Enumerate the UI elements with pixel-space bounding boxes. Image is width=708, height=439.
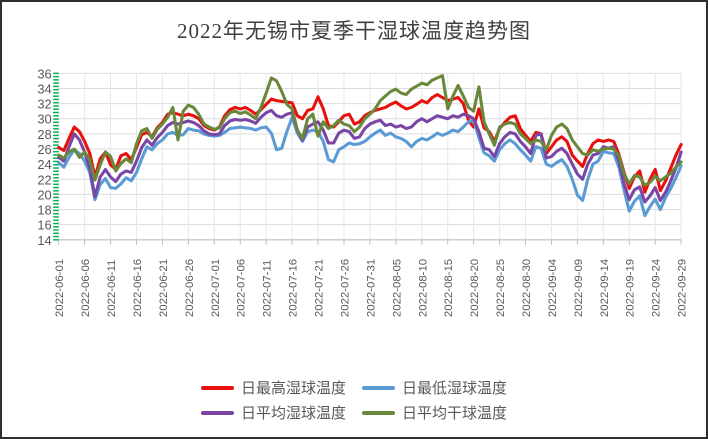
legend-row-2: 日平均湿球温度 日平均干球温度 xyxy=(200,402,507,423)
svg-text:2022-09-14: 2022-09-14 xyxy=(599,258,611,317)
svg-text:2022-07-01: 2022-07-01 xyxy=(210,259,222,317)
svg-text:28: 28 xyxy=(37,127,51,142)
svg-text:20: 20 xyxy=(37,187,51,202)
legend-item-daily-min-wet-bulb: 日最低湿球温度 xyxy=(362,377,507,398)
svg-text:26: 26 xyxy=(37,142,51,157)
legend-key-red-line-icon xyxy=(200,385,234,390)
legend-label-daily-max-wet-bulb: 日最高湿球温度 xyxy=(240,380,346,397)
svg-text:22: 22 xyxy=(37,172,51,187)
svg-text:2022-07-26: 2022-07-26 xyxy=(339,259,351,317)
svg-text:2022-06-11: 2022-06-11 xyxy=(106,260,118,317)
svg-text:2022-09-09: 2022-09-09 xyxy=(573,259,585,317)
svg-text:2022-09-29: 2022-09-29 xyxy=(677,259,689,317)
legend-label-daily-min-wet-bulb: 日最低湿球温度 xyxy=(402,380,508,397)
svg-text:2022-09-24: 2022-09-24 xyxy=(651,258,663,317)
legend-label-daily-avg-wet-bulb: 日平均湿球温度 xyxy=(240,405,346,422)
svg-text:18: 18 xyxy=(37,203,51,218)
svg-text:2022-07-11: 2022-07-11 xyxy=(262,260,274,317)
svg-text:36: 36 xyxy=(37,66,51,81)
legend-item-daily-avg-dry-bulb: 日平均干球温度 xyxy=(362,402,507,423)
svg-text:32: 32 xyxy=(37,97,51,112)
svg-text:2022-06-26: 2022-06-26 xyxy=(184,259,196,317)
svg-text:2022-08-25: 2022-08-25 xyxy=(495,259,507,317)
svg-text:2022-07-31: 2022-07-31 xyxy=(365,259,377,317)
svg-text:2022-08-20: 2022-08-20 xyxy=(469,259,481,317)
svg-text:2022-08-05: 2022-08-05 xyxy=(391,259,403,317)
svg-text:2022-08-15: 2022-08-15 xyxy=(443,259,455,317)
legend-key-blue-line-icon xyxy=(362,385,395,390)
svg-text:2022-08-10: 2022-08-10 xyxy=(417,259,429,317)
chart-title: 2022年无锡市夏季干湿球温度趋势图 xyxy=(177,19,531,43)
legend-key-purple-line-icon xyxy=(200,410,234,415)
svg-text:2022-07-21: 2022-07-21 xyxy=(313,259,325,317)
svg-text:2022-09-04: 2022-09-04 xyxy=(547,258,559,317)
svg-text:2022-07-16: 2022-07-16 xyxy=(288,259,300,317)
svg-text:16: 16 xyxy=(37,218,51,233)
svg-text:34: 34 xyxy=(37,81,51,96)
svg-text:2022-06-01: 2022-06-01 xyxy=(54,259,66,317)
svg-text:24: 24 xyxy=(37,157,51,172)
legend-row-1: 日最高湿球温度 日最低湿球温度 xyxy=(200,377,507,398)
svg-text:14: 14 xyxy=(37,233,51,248)
svg-text:2022-06-06: 2022-06-06 xyxy=(80,259,92,317)
legend-item-daily-max-wet-bulb: 日最高湿球温度 xyxy=(200,377,346,398)
svg-text:30: 30 xyxy=(37,112,51,127)
svg-text:2022-08-30: 2022-08-30 xyxy=(521,259,533,317)
svg-text:2022-06-21: 2022-06-21 xyxy=(158,259,170,317)
legend-item-daily-avg-wet-bulb: 日平均湿球温度 xyxy=(200,402,346,423)
svg-text:2022-06-16: 2022-06-16 xyxy=(132,259,144,317)
legend-key-green-line-icon xyxy=(362,410,395,415)
svg-text:2022-09-19: 2022-09-19 xyxy=(625,259,637,317)
legend: 日最高湿球温度 日最低湿球温度 日平均湿球温度 日平均干球温度 xyxy=(2,377,706,423)
svg-text:2022-07-06: 2022-07-06 xyxy=(236,259,248,317)
legend-label-daily-avg-dry-bulb: 日平均干球温度 xyxy=(402,405,508,422)
